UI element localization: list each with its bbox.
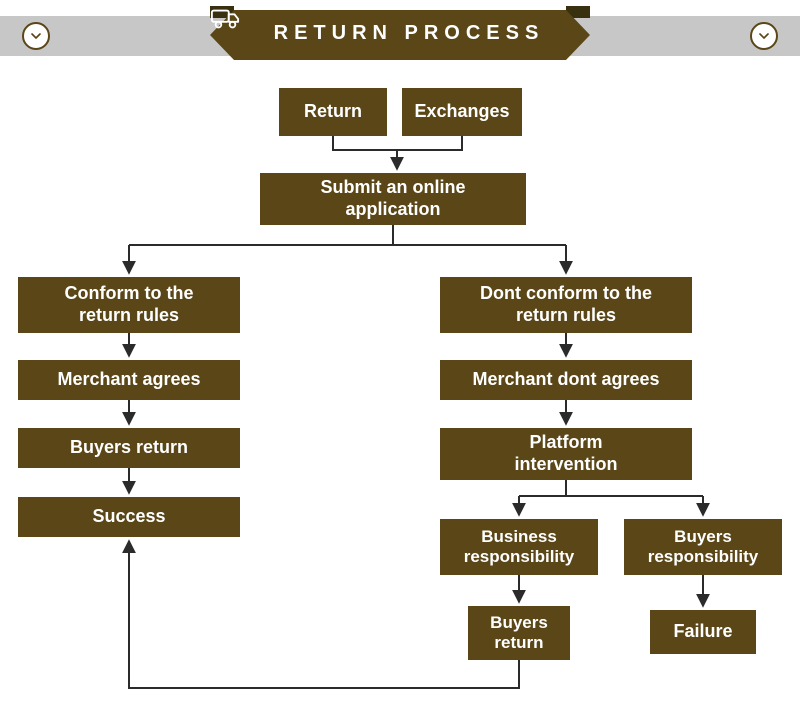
- node-platform-label: Platform intervention: [514, 432, 617, 475]
- node-merchant_agree-label: Merchant agrees: [57, 369, 200, 391]
- node-notconform: Dont conform to the return rules: [440, 277, 692, 333]
- node-buyers_return2: Buyers return: [468, 606, 570, 660]
- node-buyers_return2-label: Buyers return: [490, 613, 548, 654]
- node-merchant_disagree-label: Merchant dont agrees: [472, 369, 659, 391]
- node-return-label: Return: [304, 101, 362, 123]
- node-submit: Submit an online application: [260, 173, 526, 225]
- node-exchanges-label: Exchanges: [414, 101, 509, 123]
- title-banner: RETURN PROCESS: [210, 6, 590, 60]
- node-success-label: Success: [92, 506, 165, 528]
- node-buyers_return-label: Buyers return: [70, 437, 188, 459]
- node-failure-label: Failure: [673, 621, 732, 643]
- node-buyers_return: Buyers return: [18, 428, 240, 468]
- flowchart-canvas: RETURN PROCESS: [0, 0, 800, 718]
- node-conform-label: Conform to the return rules: [65, 283, 194, 326]
- node-biz_resp-label: Business responsibility: [464, 527, 575, 568]
- node-buy_resp-label: Buyers responsibility: [648, 527, 759, 568]
- node-failure: Failure: [650, 610, 756, 654]
- node-notconform-label: Dont conform to the return rules: [480, 283, 652, 326]
- node-buy_resp: Buyers responsibility: [624, 519, 782, 575]
- node-submit-label: Submit an online application: [320, 177, 465, 220]
- node-exchanges: Exchanges: [402, 88, 522, 136]
- node-biz_resp: Business responsibility: [440, 519, 598, 575]
- node-conform: Conform to the return rules: [18, 277, 240, 333]
- node-merchant_disagree: Merchant dont agrees: [440, 360, 692, 400]
- badge-right-icon: [750, 22, 778, 50]
- node-merchant_agree: Merchant agrees: [18, 360, 240, 400]
- node-success: Success: [18, 497, 240, 537]
- node-platform: Platform intervention: [440, 428, 692, 480]
- node-return: Return: [279, 88, 387, 136]
- badge-left-icon: [22, 22, 50, 50]
- title-text: RETURN PROCESS: [274, 22, 545, 45]
